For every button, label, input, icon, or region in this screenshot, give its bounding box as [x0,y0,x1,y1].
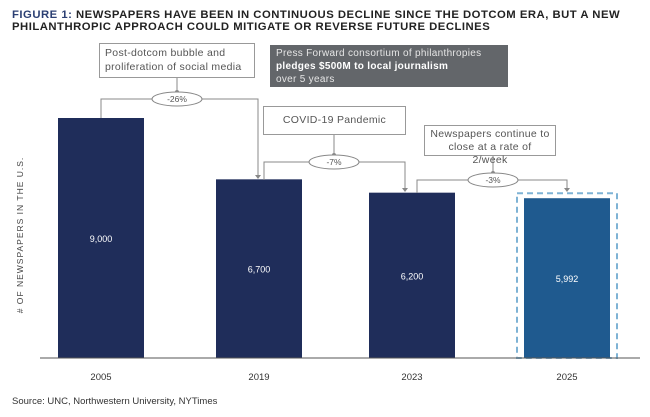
arrow-icon [255,175,261,179]
x-tick-label: 2025 [556,372,577,383]
source-note: Source: UNC, Northwestern University, NY… [12,396,218,407]
annotation-press-forward: Press Forward consortium of philanthropi… [270,45,508,87]
change-badge [151,91,203,107]
change-label: -3% [485,175,501,185]
bar-2005 [58,118,144,358]
change-badge [467,172,519,188]
press-line-3: over 5 years [276,74,335,85]
title-text: NEWSPAPERS HAVE BEEN IN CONTINUOUS DECLI… [12,9,621,33]
bar-2025 [524,198,610,358]
press-line-2: pledges $500M to local journalism [276,61,449,72]
change-badge [308,154,360,170]
bar-2019 [216,179,302,358]
x-tick-label: 2005 [90,372,111,383]
bar-2023 [369,192,455,358]
x-tick-label: 2019 [248,372,269,383]
bar-value-label: 9,000 [90,234,113,244]
annotation-dotcom: Post-dotcom bubble and proliferation of … [99,43,255,78]
arrow-icon [402,188,408,192]
annotation-covid: COVID-19 Pandemic [263,106,406,135]
arrow-icon [564,188,570,192]
bar-value-label: 6,200 [401,271,424,281]
change-label: -26% [167,94,187,104]
figure-number: FIGURE 1: [12,9,73,21]
x-tick-label: 2023 [401,372,422,383]
change-label: -7% [326,157,342,167]
press-line-1: Press Forward consortium of philanthropi… [276,48,482,59]
figure-title: FIGURE 1: NEWSPAPERS HAVE BEEN IN CONTIN… [12,9,650,33]
bar-value-label: 6,700 [248,265,271,275]
annotation-continue: Newspapers continue to close at a rate o… [424,125,556,166]
y-axis-label: # OF NEWSPAPERS IN THE U.S. [15,156,25,314]
bar-value-label: 5,992 [556,274,579,284]
